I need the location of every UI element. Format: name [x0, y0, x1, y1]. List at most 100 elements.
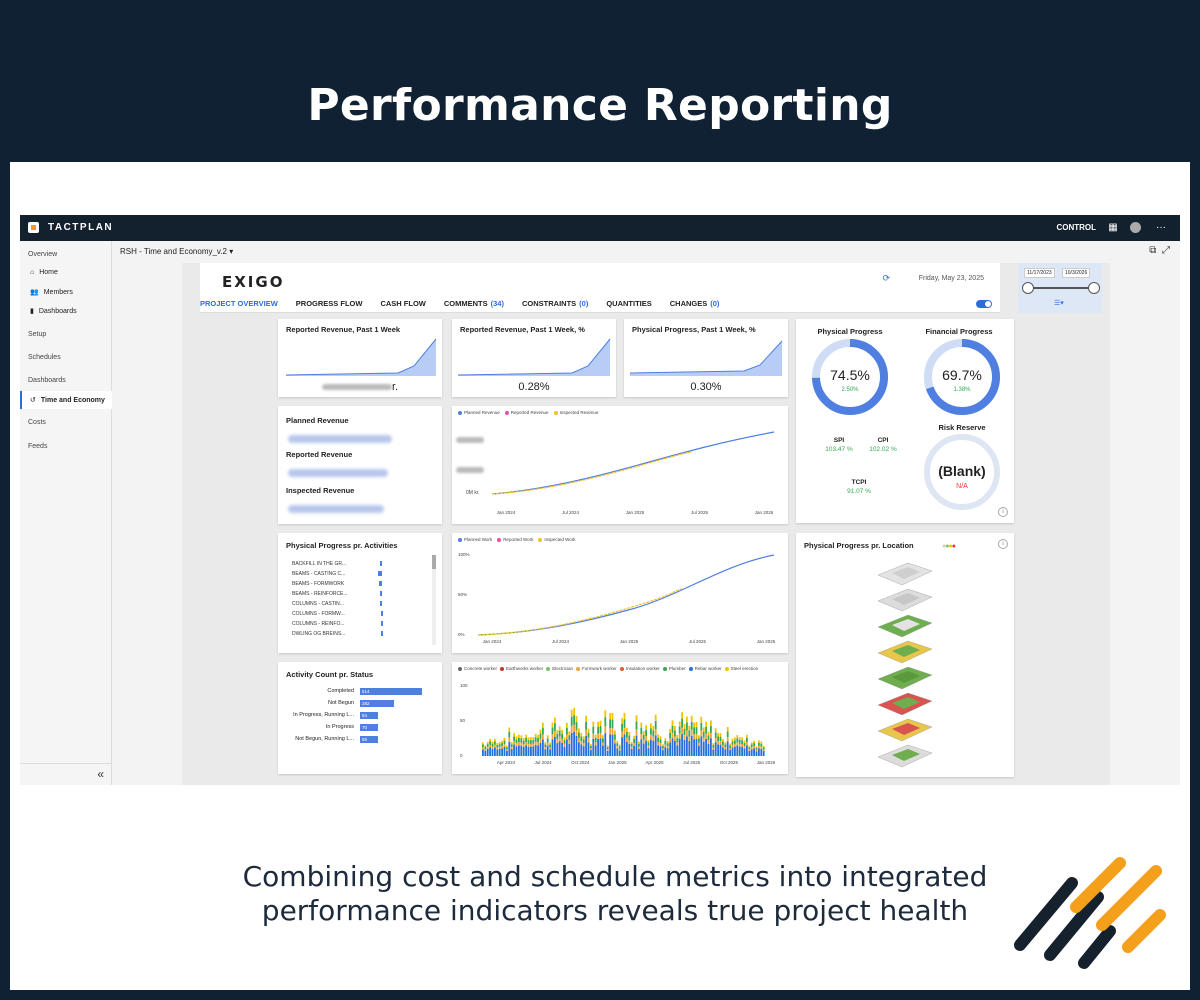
crew-bar-segment [695, 738, 698, 756]
legend-label: Planned Work [464, 537, 493, 542]
x-tick-label: Oct 2024 [571, 760, 590, 765]
crew-bar-segment [738, 743, 741, 747]
activities-card: Physical Progress pr. Activities BACKFIL… [278, 533, 442, 653]
crew-bar-segment [662, 746, 664, 749]
crew-bar-segment [573, 731, 575, 756]
tab-changes[interactable]: CHANGES (0) [670, 299, 720, 312]
tab-cash-flow[interactable]: CASH FLOW [380, 299, 425, 312]
activity-bar[interactable] [381, 621, 383, 626]
crew-bar-segment [736, 735, 739, 739]
crew-bar-segment [640, 727, 643, 735]
floor-level[interactable] [877, 640, 933, 664]
floor-level[interactable] [877, 718, 933, 742]
sidebar-section-setup[interactable]: Setup [28, 331, 47, 338]
filter-icon[interactable]: ☰▾ [1054, 300, 1064, 307]
crew-bar-segment [486, 741, 489, 745]
sidebar-section-overview[interactable]: Overview [28, 251, 58, 258]
crew-bar-segment [616, 748, 619, 756]
tab-progress-flow[interactable]: PROGRESS FLOW [296, 299, 363, 312]
top-bar: TACTPLAN CONTROL ▦ ··· [20, 215, 1180, 241]
range-end[interactable]: 10/3/2026 [1062, 268, 1091, 278]
sidebar-item-members[interactable]: 👥 Members [30, 288, 73, 297]
tcpi-value: 91.07 % [847, 488, 871, 495]
sidebar-section-costs[interactable]: Costs [28, 419, 46, 426]
crew-bar-segment [616, 740, 619, 744]
activity-bar[interactable] [380, 611, 383, 616]
building-icon[interactable]: ▦ [1108, 222, 1118, 233]
crew-bar-segment [508, 731, 511, 738]
crew-bar-segment [501, 748, 503, 756]
status-bar[interactable]: 55 [360, 736, 378, 743]
crew-legend-item: Steel erection [724, 666, 758, 671]
tactplan-logo-icon [28, 222, 39, 233]
status-bar[interactable]: 514 [360, 688, 422, 695]
report-tabs: PROJECT OVERVIEW PROGRESS FLOW CASH FLOW CO… [200, 299, 1000, 313]
activity-bar[interactable] [379, 581, 382, 586]
crew-bar-segment [585, 721, 587, 730]
avatar[interactable] [1128, 221, 1142, 235]
crew-bar-segment [710, 720, 712, 726]
tab-project-overview[interactable]: PROJECT OVERVIEW [200, 299, 278, 312]
crew-bar-segment [501, 746, 503, 749]
history-icon: ↺ [30, 397, 36, 404]
range-start[interactable]: 11/17/2023 [1024, 268, 1055, 278]
info-icon[interactable]: i [998, 539, 1008, 549]
crew-legend-item: Insulation worker [619, 666, 660, 671]
reported-revenue-label: Reported Revenue [286, 450, 353, 459]
range-end-handle[interactable] [1088, 282, 1100, 294]
activity-bar[interactable] [380, 561, 382, 566]
floor-level[interactable] [877, 614, 933, 638]
floor-level[interactable] [877, 692, 933, 716]
crew-bar-segment [484, 745, 487, 748]
refresh-icon[interactable]: ⟳ [882, 273, 890, 283]
crew-bar-segment [556, 739, 559, 744]
crew-bar-segment [681, 734, 683, 756]
sidebar-section-schedules[interactable]: Schedules [28, 354, 61, 361]
open-external-icon[interactable]: ⧉ [1149, 245, 1157, 256]
floor-level[interactable] [877, 744, 933, 768]
status-bar[interactable]: 84 [360, 712, 378, 719]
redacted-value [456, 430, 484, 448]
crew-bar-segment [527, 743, 530, 747]
more-icon[interactable]: ··· [1156, 222, 1166, 233]
crew-bar-segment [748, 747, 751, 750]
sidebar-section-feeds[interactable]: Feeds [28, 443, 48, 450]
info-icon[interactable]: i [998, 507, 1008, 517]
x-tick-label: Jan 2025 [608, 760, 627, 765]
status-bar[interactable]: 282 [360, 700, 394, 707]
floor-level[interactable] [877, 588, 933, 612]
crew-bar-segment [537, 745, 539, 756]
view-toggle[interactable] [976, 300, 992, 308]
tab-comments[interactable]: COMMENTS (34) [444, 299, 504, 312]
crew-bar-segment [570, 716, 573, 726]
crew-bar-segment [683, 739, 686, 756]
sidebar-item-time-and-economy[interactable]: ↺ Time and Economy [30, 396, 105, 405]
crew-bar-segment [587, 728, 590, 733]
control-label[interactable]: CONTROL [1056, 223, 1096, 232]
sidebar-section-dashboards[interactable]: Dashboards [28, 377, 66, 384]
tab-quantities[interactable]: QUANTITIES [606, 299, 651, 312]
kpi-card-physical-week: Physical Progress, Past 1 Week, % 0.30% [624, 319, 788, 397]
activity-bar[interactable] [381, 631, 384, 636]
crew-bar-segment [710, 738, 712, 756]
sidebar-item-dashboards[interactable]: ▮ Dashboards [30, 307, 77, 316]
collapse-sidebar-button[interactable]: « [20, 763, 112, 785]
activity-bar[interactable] [380, 591, 382, 596]
crew-bar-segment [705, 726, 707, 734]
range-start-handle[interactable] [1022, 282, 1034, 294]
breadcrumb[interactable]: RSH - Time and Economy_v.2 ▾ [120, 247, 233, 256]
status-bar[interactable]: 70 [360, 724, 378, 731]
fullscreen-icon[interactable]: ⤢ [1162, 245, 1170, 256]
crew-bar-segment [753, 743, 755, 747]
activities-scrollbar[interactable] [432, 555, 436, 645]
legend-swatch [458, 537, 462, 542]
crew-bar-segment [566, 734, 568, 740]
activity-label: BEAMS - CASTING C... [292, 571, 346, 577]
tab-constraints[interactable]: CONSTRAINTS (0) [522, 299, 588, 312]
sidebar-item-home[interactable]: ⌂ Home [30, 269, 58, 276]
legend-swatch [576, 666, 581, 671]
activity-bar[interactable] [380, 601, 383, 606]
floor-level[interactable] [877, 562, 933, 586]
activity-bar[interactable] [378, 571, 382, 576]
floor-level[interactable] [877, 666, 933, 690]
